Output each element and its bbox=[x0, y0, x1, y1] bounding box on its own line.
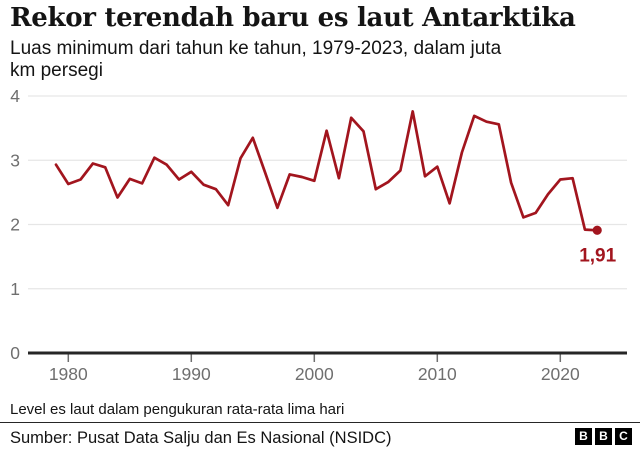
y-tick-label: 4 bbox=[10, 86, 20, 106]
chart-footnote: Level es laut dalam pengukuran rata-rata… bbox=[10, 401, 345, 418]
bbc-logo-block-b2: B bbox=[595, 428, 612, 445]
bbc-logo-block-b1: B bbox=[575, 428, 592, 445]
sea-ice-series-line bbox=[54, 110, 599, 232]
last-point-marker bbox=[592, 225, 602, 235]
bbc-logo: B B C bbox=[575, 428, 632, 445]
subtitle-line-2: km persegi bbox=[10, 60, 103, 81]
y-tick-label: 2 bbox=[10, 215, 20, 235]
bbc-logo-block-c: C bbox=[615, 428, 632, 445]
source-text: Sumber: Pusat Data Salju dan Es Nasional… bbox=[10, 429, 392, 447]
footer-divider bbox=[0, 422, 640, 423]
subtitle-line-1: Luas minimum dari tahun ke tahun, 1979-2… bbox=[10, 38, 502, 59]
value-annotation: 1,91 bbox=[579, 245, 616, 266]
y-tick-label: 1 bbox=[10, 279, 20, 299]
x-tick-label: 1990 bbox=[172, 364, 211, 384]
chart-subtitle: Luas minimum dari tahun ke tahun, 1979-2… bbox=[10, 38, 501, 82]
x-tick-label: 2020 bbox=[541, 364, 580, 384]
x-tick-label: 1980 bbox=[49, 364, 88, 384]
y-tick-label: 0 bbox=[10, 343, 20, 363]
y-tick-label: 3 bbox=[10, 150, 20, 170]
chart-title: Rekor terendah baru es laut Antarktika bbox=[10, 3, 576, 33]
x-tick-label: 2010 bbox=[418, 364, 457, 384]
x-tick-label: 2000 bbox=[295, 364, 334, 384]
